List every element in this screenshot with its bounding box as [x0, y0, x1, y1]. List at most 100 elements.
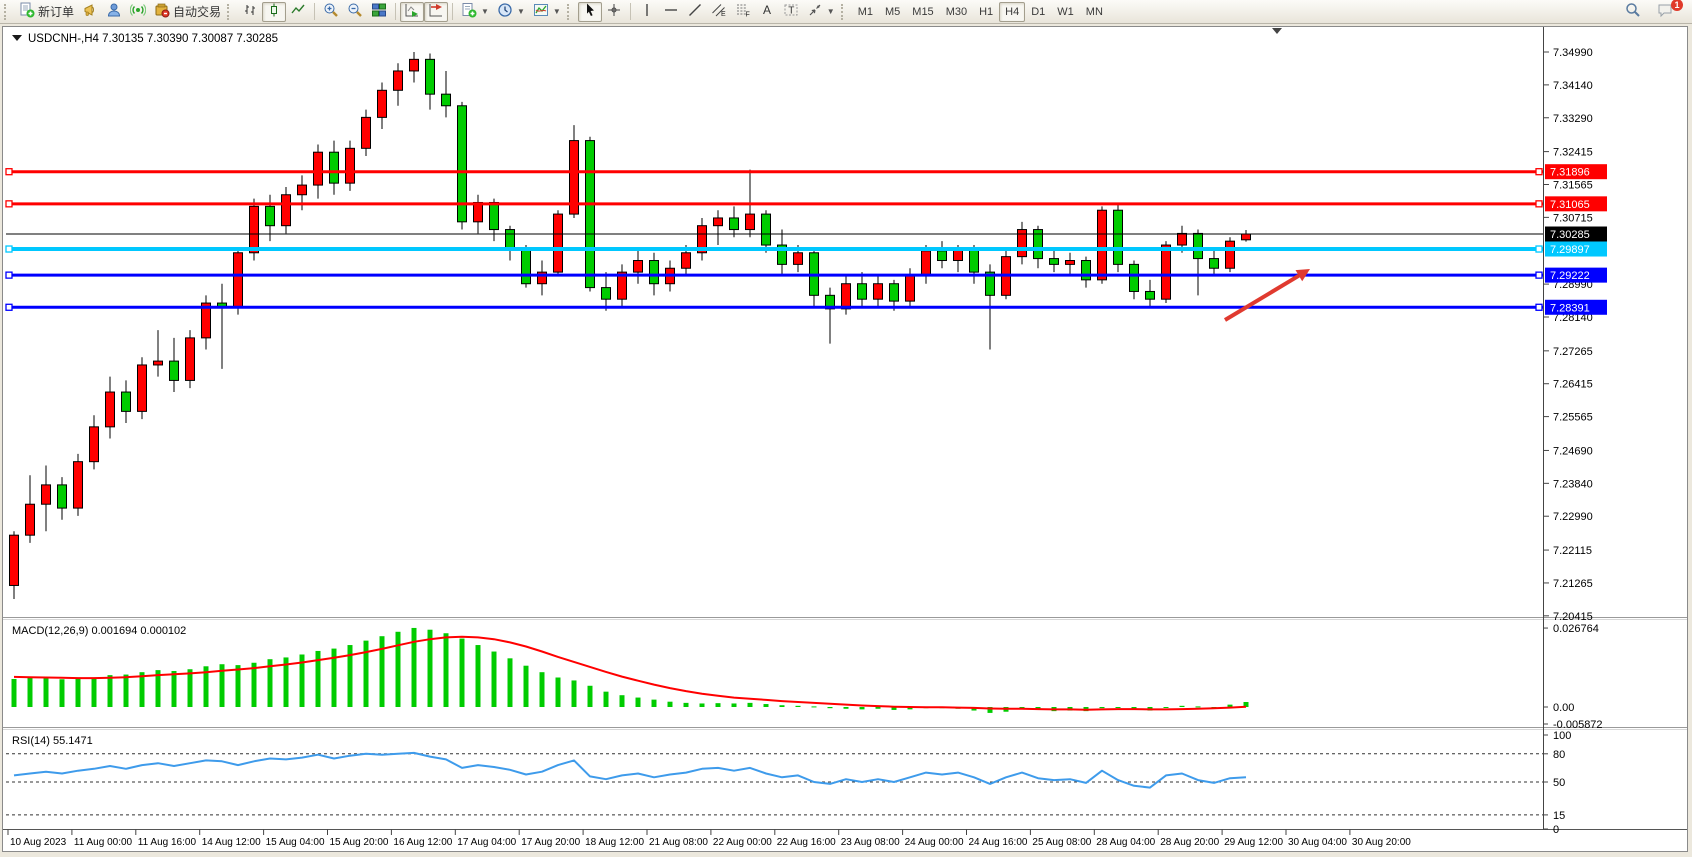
text-tool[interactable]: A — [755, 2, 779, 22]
macd-histogram-bar — [811, 706, 817, 708]
vertical-line-tool[interactable] — [635, 2, 659, 22]
chart-shift-marker[interactable] — [1272, 28, 1282, 34]
search-button[interactable] — [1621, 2, 1645, 22]
periods-button[interactable]: ▼ — [493, 2, 529, 22]
price-tag — [1545, 241, 1607, 257]
tile-windows-icon — [371, 2, 387, 21]
fibonacci-tool[interactable]: F — [731, 2, 755, 22]
auto-scroll-button[interactable] — [400, 1, 425, 22]
timeframe-button-m1[interactable]: M1 — [857, 5, 873, 18]
horizontal-lines-layer — [5, 168, 1543, 311]
panel-separators[interactable] — [3, 617, 1687, 830]
line-handle[interactable] — [1535, 271, 1543, 279]
chart-canvas[interactable]: 7.34990 7.34140 7.33290 7.32415 7.31565 7.307… — [2, 26, 1688, 852]
candlestick — [1209, 248, 1219, 276]
candlestick — [233, 248, 243, 315]
time-axis-label: 16 Aug 12:00 — [393, 837, 452, 848]
rsi-axis-label: 0 — [1553, 824, 1559, 836]
line-handle[interactable] — [1535, 200, 1543, 208]
cursor-button[interactable] — [577, 1, 602, 22]
announcement-button[interactable] — [78, 2, 102, 22]
community-button[interactable] — [102, 2, 126, 22]
line-handle[interactable] — [5, 168, 13, 176]
macd-histogram-bar — [75, 678, 81, 707]
line-handle[interactable] — [5, 245, 13, 253]
timeframe-button-w1[interactable]: W1 — [1057, 5, 1074, 18]
symbol-dropdown-icon[interactable] — [12, 35, 22, 41]
chart-shift-button[interactable] — [424, 1, 449, 22]
candlestick-chart-button[interactable] — [262, 1, 287, 22]
candlestick — [761, 210, 771, 253]
arrow-annotation-head[interactable] — [1295, 269, 1310, 282]
svg-text:E: E — [721, 11, 726, 18]
candlestick — [601, 272, 611, 311]
trendline-tool[interactable] — [683, 2, 707, 22]
toolbar-separator — [395, 3, 397, 20]
line-handle[interactable] — [1535, 303, 1543, 311]
bar-chart-icon — [242, 2, 258, 21]
timeframe-button-m5[interactable]: M5 — [885, 5, 901, 18]
notifications-button[interactable]: 1 — [1653, 0, 1683, 22]
macd-histogram-bar — [219, 664, 225, 707]
macd-histogram-bar — [235, 665, 241, 707]
indicators-button[interactable]: ▼ — [529, 2, 565, 22]
signals-button[interactable] — [126, 2, 150, 22]
price-axis-label: 7.27265 — [1553, 346, 1593, 358]
timeframe-button-h4[interactable]: H4 — [999, 1, 1026, 22]
line-handle[interactable] — [1535, 168, 1543, 176]
candlestick — [169, 337, 179, 393]
rsi-axis-label: 80 — [1553, 749, 1565, 761]
line-handle[interactable] — [5, 200, 13, 208]
price-axis-label: 7.28140 — [1553, 312, 1593, 324]
horizontal-line-tool[interactable] — [659, 2, 683, 22]
arrows-tool[interactable]: ▼ — [803, 2, 839, 22]
templates-button[interactable]: ▼ — [457, 2, 493, 22]
timeframe-button-d1[interactable]: D1 — [1031, 5, 1046, 18]
macd-histogram-bar — [779, 705, 785, 707]
price-axis-label: 7.31565 — [1553, 179, 1593, 191]
candlestick — [73, 453, 83, 516]
macd-histogram-bar — [715, 703, 721, 707]
text-label-tool[interactable]: T — [779, 2, 803, 22]
price-axis-label: 7.20415 — [1553, 611, 1593, 623]
candlestick — [777, 229, 787, 276]
candlestick — [137, 357, 147, 420]
chart-shift-icon — [428, 2, 444, 21]
macd-histogram-bar — [59, 679, 65, 707]
line-handle[interactable] — [1535, 245, 1543, 253]
candlestick — [1017, 221, 1027, 265]
candlestick — [121, 380, 131, 423]
zoom-out-button[interactable] — [343, 2, 367, 22]
timeframe-button-h1[interactable]: H1 — [979, 5, 994, 18]
timeframe-button-m15[interactable]: M15 — [912, 5, 934, 18]
macd-histogram-bar — [1227, 704, 1233, 707]
zoom-in-button[interactable] — [319, 2, 343, 22]
vertical-line-icon — [639, 2, 655, 21]
timeframe-button-mn[interactable]: MN — [1085, 5, 1103, 18]
price-axis-label: 7.25565 — [1553, 412, 1593, 424]
macd-histogram-bar — [251, 662, 257, 707]
crosshair-button[interactable] — [602, 2, 626, 22]
price-axis-label: 7.22115 — [1553, 545, 1592, 557]
time-axis-label: 10 Aug 2023 — [10, 837, 67, 848]
equidistant-channel-tool[interactable]: E — [707, 2, 731, 22]
macd-histogram-bar — [539, 672, 545, 707]
bar-chart-button[interactable] — [238, 2, 262, 22]
new-order-button[interactable]: 新订单 — [15, 2, 78, 22]
price-axis-label: 7.22990 — [1553, 511, 1593, 523]
line-handle[interactable] — [5, 271, 13, 279]
tile-windows-button[interactable] — [367, 2, 391, 22]
clock-icon — [497, 2, 513, 21]
arrow-annotation[interactable] — [1223, 273, 1300, 322]
price-tag — [1545, 226, 1607, 242]
line-handle[interactable] — [5, 303, 13, 311]
price-axis-label: 7.26415 — [1553, 379, 1593, 391]
rsi-axis-label: 100 — [1553, 730, 1571, 742]
timeframe-button-m30[interactable]: M30 — [945, 5, 968, 18]
line-chart-button[interactable] — [286, 2, 310, 22]
macd-histogram-bar — [667, 701, 673, 707]
auto-trading-button[interactable]: 自动交易 — [150, 2, 225, 22]
candlestick — [185, 330, 195, 389]
macd-histogram-bar — [1195, 706, 1201, 708]
macd-signal-line — [13, 635, 1247, 711]
